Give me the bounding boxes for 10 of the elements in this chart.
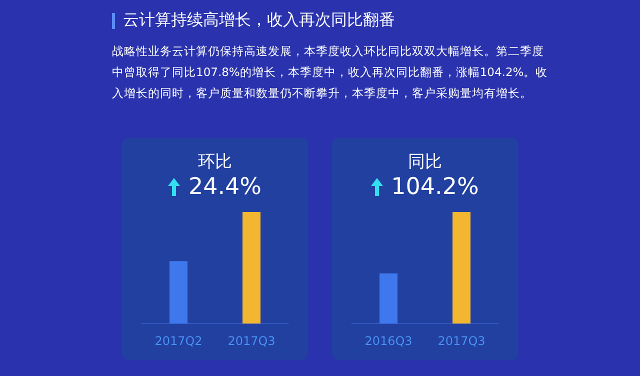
chart-subtitle: 24.4% <box>188 174 262 200</box>
text: 战略性业务云计算仍保持高速发展，本季度收入环比同比双双大幅增长。第二季度中曾取得了同比107.8%的增长，本季度中，收入再次同比翻番，涨幅104.2%。收入增长的同时，客户质量和数量仍不断攀升，本季度中，客户采购量均有增长。 <box>112 43 549 102</box>
text: 云计算持续高增长，收入再次同比翻番 <box>123 10 395 31</box>
chart-title: 同比 <box>407 151 443 173</box>
x-tick-label: 2017Q3 <box>438 334 486 348</box>
chart-title: 环比 <box>197 151 233 173</box>
x-tick-label: 2016Q3 <box>364 334 412 348</box>
x-tick-label: 2017Q3 <box>228 334 276 348</box>
x-tick-label: 2017Q2 <box>154 334 202 348</box>
chart-subtitle: 104.2% <box>391 174 479 200</box>
